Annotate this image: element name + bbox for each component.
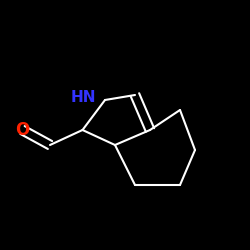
Text: O: O xyxy=(16,121,30,139)
Text: HN: HN xyxy=(71,90,96,105)
